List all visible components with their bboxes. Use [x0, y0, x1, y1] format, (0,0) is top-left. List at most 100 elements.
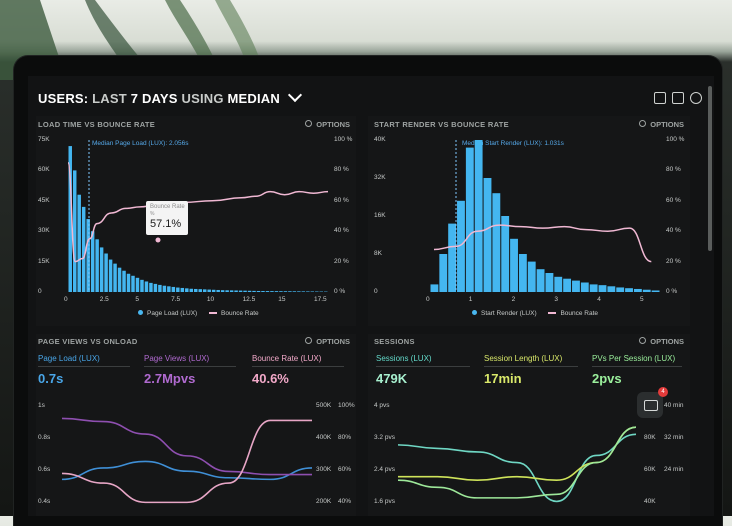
page-load-bar[interactable] — [122, 271, 125, 292]
start-render-bar[interactable] — [590, 284, 598, 292]
page-load-bar[interactable] — [163, 286, 166, 292]
page-load-bar[interactable] — [131, 276, 134, 292]
page-load-bar[interactable] — [91, 231, 94, 292]
page-load-bar[interactable] — [306, 291, 309, 292]
y-left-tick: 45K — [38, 197, 50, 204]
page-load-bar[interactable] — [100, 247, 103, 292]
start-render-bar[interactable] — [652, 290, 660, 292]
start-render-bar[interactable] — [448, 224, 456, 292]
page-load-bar[interactable] — [297, 291, 300, 292]
page-load-bar[interactable] — [181, 288, 184, 292]
y-mid-tick: 400K — [316, 434, 331, 441]
y-mid-tick: 40K — [644, 498, 656, 505]
page-load-bar[interactable] — [248, 291, 251, 292]
page-load-bar[interactable] — [185, 288, 188, 292]
start-render-bar[interactable] — [634, 289, 642, 292]
page-load-bar[interactable] — [275, 291, 278, 292]
y-left-tick: 32K — [374, 174, 386, 181]
start-render-bar[interactable] — [475, 140, 483, 292]
legend-swatch-bar — [472, 310, 477, 315]
page-load-bar[interactable] — [104, 253, 107, 292]
page-load-bar[interactable] — [127, 274, 130, 292]
start-render-bar[interactable] — [546, 273, 554, 292]
notification-badge: 4 — [658, 387, 668, 397]
page-load-bar[interactable] — [77, 195, 80, 292]
page-load-bar[interactable] — [158, 285, 161, 292]
start-render-bar[interactable] — [616, 287, 624, 292]
sessions-chart — [368, 334, 690, 516]
start-render-bar[interactable] — [537, 269, 545, 292]
page-load-bar[interactable] — [113, 264, 116, 292]
page-load-bar[interactable] — [190, 289, 193, 292]
y-left-tick: 75K — [38, 136, 50, 143]
y-left-tick: 1.6 pvs — [374, 498, 395, 505]
page-load-bar[interactable] — [136, 278, 139, 292]
help-icon[interactable] — [690, 92, 702, 104]
page-load-bar[interactable] — [176, 288, 179, 292]
page-load-bar[interactable] — [194, 289, 197, 292]
start-render-bar[interactable] — [439, 254, 447, 292]
start-render-bar[interactable] — [599, 285, 607, 292]
page-load-bar[interactable] — [261, 291, 264, 292]
start-render-bar[interactable] — [572, 281, 580, 292]
page-load-bar[interactable] — [239, 291, 242, 292]
page-load-bar[interactable] — [149, 283, 152, 292]
y-right-tick: 100% — [338, 402, 355, 409]
image-icon[interactable] — [672, 92, 684, 104]
page-load-bar[interactable] — [234, 290, 237, 292]
chevron-down-icon[interactable] — [288, 88, 302, 102]
page-load-bar[interactable] — [221, 290, 224, 292]
page-load-bar[interactable] — [293, 291, 296, 292]
start-render-bar[interactable] — [492, 193, 500, 292]
page-load-bar[interactable] — [172, 287, 175, 292]
page-load-bar[interactable] — [140, 280, 143, 292]
page-load-bar[interactable] — [216, 290, 219, 292]
page-load-bar[interactable] — [95, 239, 98, 292]
page-load-bar[interactable] — [203, 289, 206, 292]
page-load-bar[interactable] — [302, 291, 305, 292]
page-load-bar[interactable] — [109, 260, 112, 292]
start-render-bar[interactable] — [643, 290, 651, 292]
x-tick: 4 — [597, 296, 601, 303]
y-left-tick: 4 pvs — [374, 402, 390, 409]
x-tick: 15 — [278, 296, 285, 303]
start-render-bar[interactable] — [501, 216, 509, 292]
page-load-bar[interactable] — [73, 170, 76, 292]
start-render-bar[interactable] — [581, 283, 589, 293]
start-render-bar[interactable] — [431, 284, 439, 292]
scrollbar[interactable] — [708, 86, 712, 251]
start-render-bar[interactable] — [563, 279, 571, 292]
desktop-icon[interactable] — [654, 92, 666, 104]
start-render-bar[interactable] — [510, 239, 518, 292]
page-load-bar[interactable] — [252, 291, 255, 292]
page-load-bar[interactable] — [311, 291, 314, 292]
page-load-bar[interactable] — [82, 207, 85, 292]
dashboard-title[interactable]: USERS: LAST 7 DAYS USING MEDIAN — [38, 91, 300, 106]
page-load-bar[interactable] — [145, 281, 148, 292]
page-load-bar[interactable] — [230, 290, 233, 292]
start-render-bar[interactable] — [554, 277, 562, 292]
page-load-bar[interactable] — [207, 290, 210, 292]
start-render-bar[interactable] — [466, 148, 474, 292]
start-render-bar[interactable] — [625, 288, 633, 292]
page-load-bar[interactable] — [154, 284, 157, 292]
start-render-bar[interactable] — [484, 178, 492, 292]
chat-button[interactable]: 4 — [637, 392, 663, 418]
start-render-bar[interactable] — [519, 254, 527, 292]
page-load-bar[interactable] — [288, 291, 291, 292]
page-load-bar[interactable] — [270, 291, 273, 292]
page-load-bar[interactable] — [266, 291, 269, 292]
page-load-bar[interactable] — [257, 291, 260, 292]
page-load-bar[interactable] — [167, 286, 170, 292]
y-left-tick: 3.2 pvs — [374, 434, 395, 441]
y-right-tick: 0 % — [334, 288, 345, 295]
start-render-bar[interactable] — [528, 262, 536, 292]
page-load-bar[interactable] — [118, 268, 121, 292]
page-load-bar[interactable] — [243, 291, 246, 292]
start-render-bar[interactable] — [607, 286, 615, 292]
page-load-bar[interactable] — [279, 291, 282, 292]
page-load-bar[interactable] — [199, 289, 202, 292]
page-load-bar[interactable] — [212, 290, 215, 292]
page-load-bar[interactable] — [225, 290, 228, 292]
page-load-bar[interactable] — [284, 291, 287, 292]
